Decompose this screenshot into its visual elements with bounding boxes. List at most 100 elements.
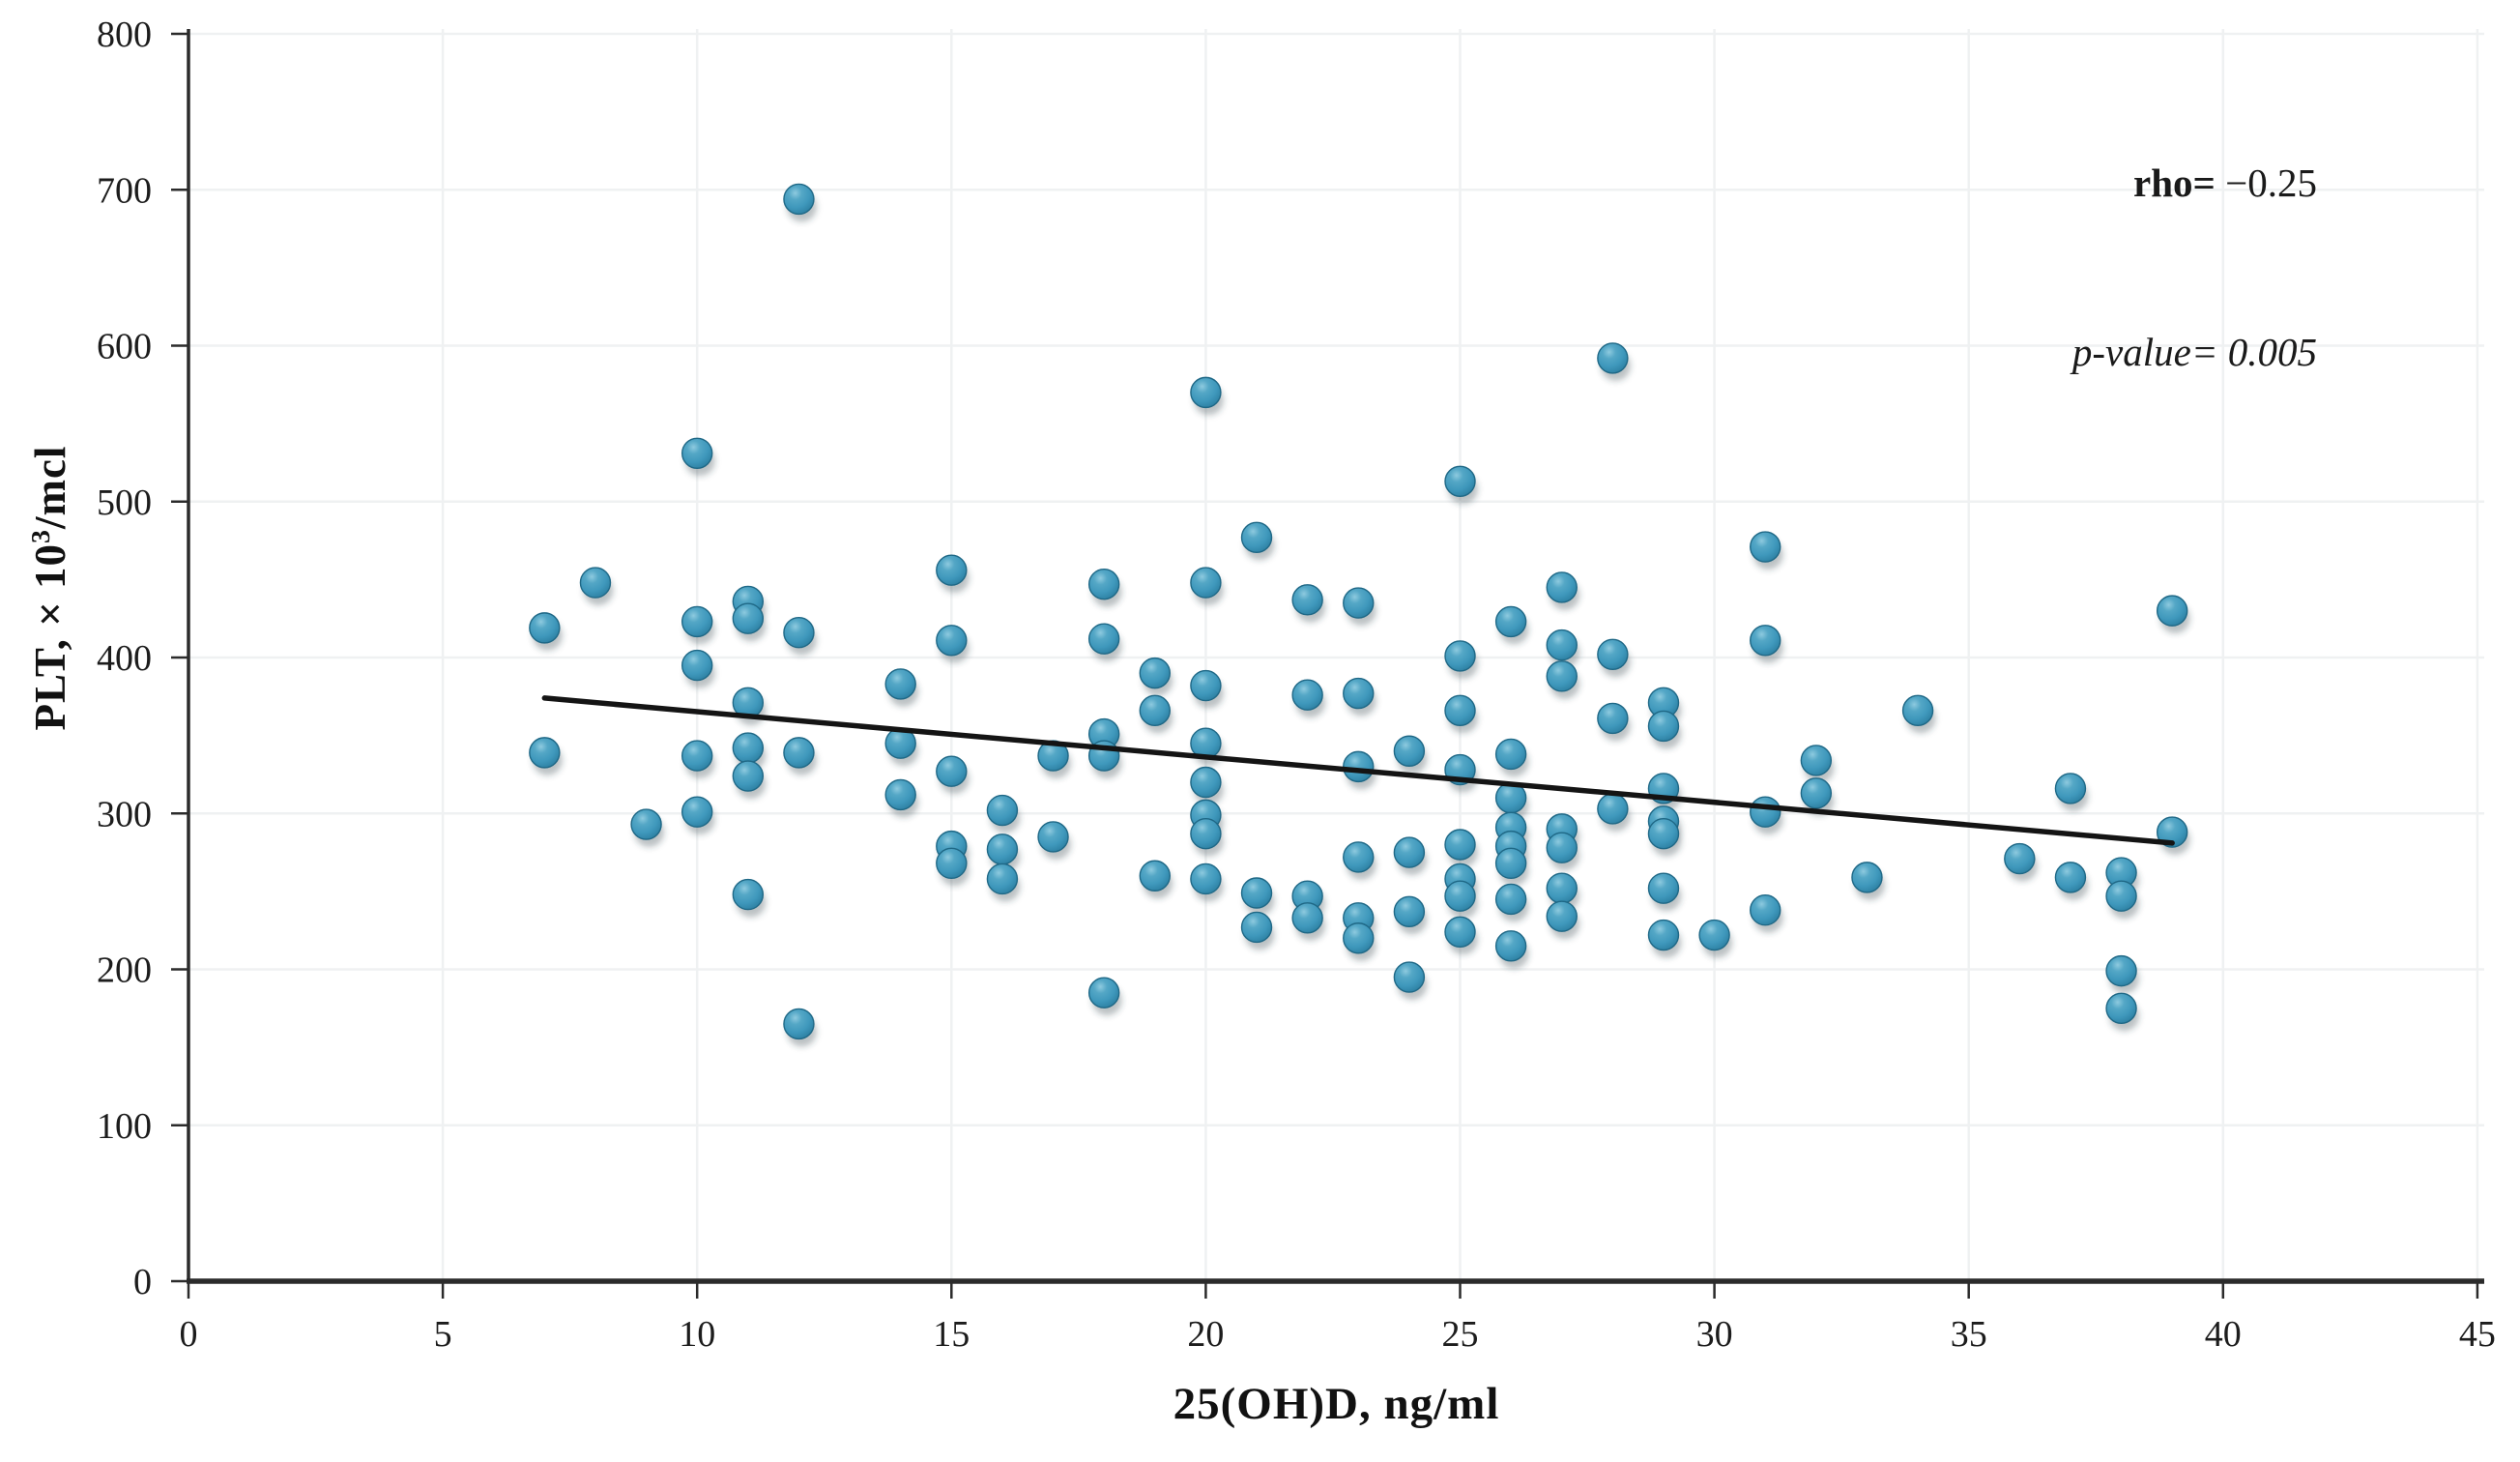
data-point — [936, 554, 968, 586]
x-tick-label: 45 — [2459, 1314, 2496, 1355]
data-point — [986, 794, 1019, 827]
data-point — [1546, 629, 1578, 661]
data-point — [1343, 841, 1375, 873]
data-point — [1494, 883, 1527, 916]
data-point — [884, 778, 916, 811]
data-point — [1139, 860, 1171, 892]
data-point — [1546, 900, 1578, 932]
data-point — [1444, 880, 1476, 912]
data-point — [529, 737, 561, 769]
data-point — [1291, 584, 1323, 616]
data-point — [884, 668, 916, 700]
data-point — [1037, 821, 1069, 853]
data-point — [630, 808, 662, 840]
data-point — [1647, 710, 1680, 743]
data-point — [681, 740, 713, 772]
data-point — [1190, 863, 1222, 895]
data-point — [1343, 922, 1375, 954]
data-point — [1291, 679, 1323, 711]
y-tick-label: 100 — [97, 1106, 152, 1147]
data-point — [1494, 738, 1527, 771]
x-tick-label: 0 — [180, 1314, 198, 1355]
data-point — [1647, 818, 1680, 850]
data-point — [1800, 745, 1833, 776]
data-point — [1750, 894, 1781, 926]
data-point — [681, 649, 713, 682]
y-axis-title: PLT, × 103/mcl — [26, 445, 74, 731]
x-tick-label: 10 — [679, 1314, 715, 1355]
data-point — [1750, 531, 1781, 563]
data-point — [732, 732, 765, 764]
data-point — [1190, 567, 1222, 599]
data-point — [1851, 862, 1883, 893]
x-tick-label: 5 — [434, 1314, 452, 1355]
data-point — [1750, 796, 1781, 828]
data-point — [1393, 735, 1426, 767]
y-tick-label: 600 — [97, 327, 152, 367]
data-point — [2054, 773, 2087, 804]
data-point — [1494, 930, 1527, 962]
data-point — [1343, 750, 1375, 783]
data-point — [1597, 342, 1629, 374]
data-point — [732, 760, 765, 792]
y-tick-label: 400 — [97, 638, 152, 679]
y-tick-label: 500 — [97, 482, 152, 523]
data-point — [1546, 571, 1578, 603]
data-point — [1240, 877, 1273, 909]
x-tick-label: 25 — [1442, 1314, 1479, 1355]
y-title-superscript: 3 — [26, 529, 56, 543]
data-point — [1698, 919, 1730, 951]
data-point — [1190, 766, 1222, 799]
data-point — [2156, 816, 2188, 848]
data-point — [1240, 911, 1273, 944]
data-point — [1750, 625, 1781, 657]
pvalue-value: 0.005 — [2227, 330, 2317, 375]
data-point — [1190, 376, 1222, 409]
data-point — [1546, 872, 1578, 904]
y-tick-label: 800 — [97, 15, 152, 55]
data-point — [1494, 847, 1527, 880]
data-point — [1139, 694, 1171, 727]
data-point — [1901, 694, 1934, 727]
y-tick-label: 300 — [97, 794, 152, 834]
data-point — [1291, 902, 1323, 934]
data-point — [1800, 777, 1833, 809]
data-point — [936, 847, 968, 880]
x-tick-label: 40 — [2205, 1314, 2242, 1355]
data-point — [1444, 465, 1476, 497]
data-point — [1444, 916, 1476, 948]
data-point — [783, 1008, 815, 1040]
data-point — [2054, 862, 2087, 893]
data-point — [1087, 569, 1120, 600]
data-point — [986, 863, 1019, 895]
data-point — [1343, 587, 1375, 619]
rho-value: −0.25 — [2225, 161, 2317, 206]
data-point — [1139, 657, 1171, 689]
x-tick-label: 35 — [1951, 1314, 1987, 1355]
data-point — [2156, 595, 2188, 627]
rho-line: rho= −0.25 — [2072, 155, 2317, 211]
data-point — [681, 437, 713, 469]
x-tick-label: 15 — [933, 1314, 970, 1355]
data-point — [681, 796, 713, 828]
data-point — [1240, 521, 1273, 554]
data-point — [2105, 992, 2137, 1025]
y-tick-label: 700 — [97, 170, 152, 211]
data-point — [986, 833, 1019, 865]
pvalue-line: p-value= 0.005 — [2072, 324, 2317, 380]
data-point — [783, 737, 815, 769]
y-tick-label: 200 — [97, 950, 152, 991]
data-point — [1444, 829, 1476, 861]
data-point — [1343, 677, 1375, 710]
data-point — [529, 612, 561, 644]
data-point — [1546, 832, 1578, 863]
data-point — [1190, 669, 1222, 702]
data-point — [1190, 818, 1222, 850]
data-point — [2105, 880, 2137, 912]
data-point — [783, 183, 815, 216]
rho-label: rho= — [2133, 161, 2226, 206]
data-point — [1597, 793, 1629, 825]
data-point — [1647, 919, 1680, 951]
pvalue-label: p-value= — [2071, 330, 2228, 375]
